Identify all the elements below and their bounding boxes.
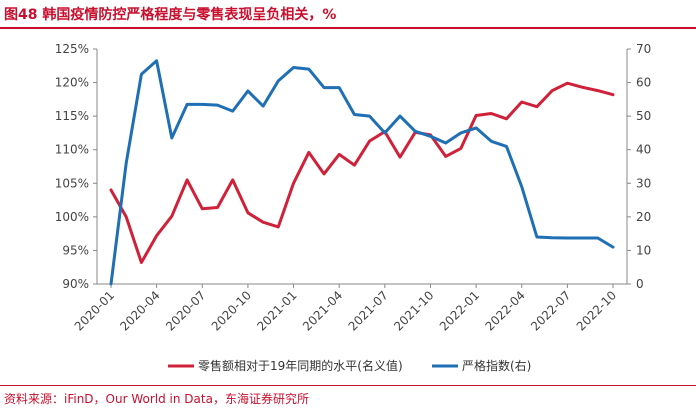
left-tick-label: 90% [62, 277, 89, 291]
x-tick-label: 2022-04 [482, 288, 527, 333]
left-tick-label: 120% [55, 76, 89, 90]
x-tick-label: 2020-04 [117, 288, 162, 333]
right-tick-label: 0 [636, 277, 644, 291]
x-tick-label: 2022-10 [574, 288, 619, 333]
chart-legend: 零售额相对于19年同期的水平(名义值) 严格指数(右) [168, 358, 531, 373]
right-tick-label: 50 [636, 109, 651, 123]
right-tick-label: 10 [636, 243, 651, 257]
left-tick-label: 110% [55, 143, 89, 157]
title-divider [0, 27, 696, 29]
left-tick-label: 125% [55, 42, 89, 56]
x-tick-label: 2021-01 [254, 288, 299, 333]
x-tick-label: 2021-07 [346, 288, 391, 333]
line-chart: 90% 95% 100% 105% 110% 115% 120% 125% 0 10 20 30 40 5… [55, 42, 652, 373]
x-tick-label: 2021-04 [300, 288, 345, 333]
stringency-index-line [109, 59, 615, 286]
right-tick-label: 30 [636, 176, 651, 190]
x-tick-label: 2021-10 [391, 288, 436, 333]
left-tick-label: 95% [62, 243, 89, 257]
right-tick-label: 70 [636, 42, 651, 56]
x-tick-label: 2020-01 [72, 288, 117, 333]
legend-retail-label: 零售额相对于19年同期的水平(名义值) [198, 358, 403, 373]
left-tick-label: 115% [55, 109, 89, 123]
chart-title: 图48 韩国疫情防控严格程度与零售表现呈负相关，% [4, 7, 337, 23]
retail-sales-line [109, 81, 615, 264]
x-tick-label: 2022-01 [437, 288, 482, 333]
left-tick-label: 100% [55, 210, 89, 224]
left-tick-label: 105% [55, 176, 89, 190]
source-divider [0, 385, 696, 386]
chart-series [109, 59, 615, 286]
legend-stringency-label: 严格指数(右) [462, 358, 531, 373]
x-tick-label: 2020-07 [163, 288, 208, 333]
source-note: 资料来源：iFinD，Our World in Data，东海证券研究所 [4, 392, 309, 406]
right-tick-label: 40 [636, 143, 651, 157]
right-tick-label: 60 [636, 76, 651, 90]
x-tick-label: 2020-10 [209, 288, 254, 333]
x-tick-label: 2022-07 [528, 288, 573, 333]
right-tick-label: 20 [636, 210, 651, 224]
